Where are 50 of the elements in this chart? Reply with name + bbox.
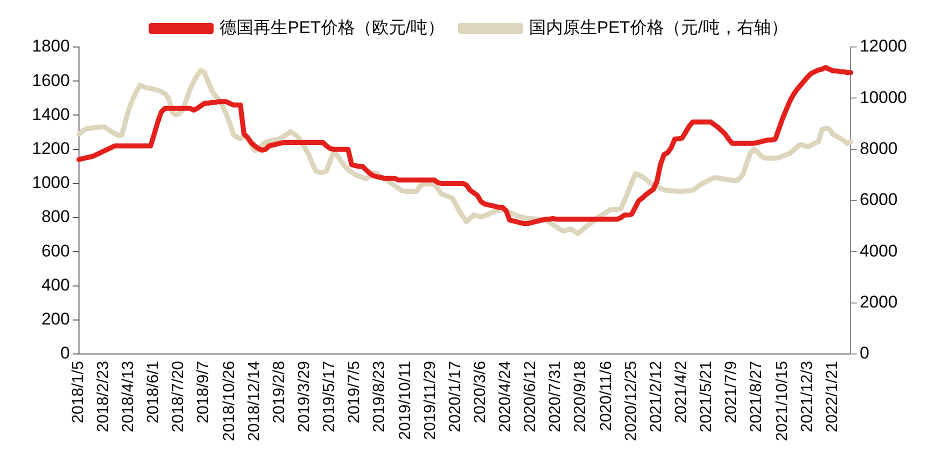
x-tick-label: 2020/1/17 (446, 361, 465, 432)
y-tick-label: 0 (60, 344, 70, 363)
x-tick-label: 2021/2/12 (648, 361, 666, 432)
y2-tick-label: 2000 (860, 292, 898, 312)
x-tick-label: 2020/6/12 (522, 361, 540, 432)
y2-tick-label: 6000 (860, 190, 898, 210)
y-tick-label: 1000 (32, 173, 70, 192)
x-tick-label: 2019/8/23 (371, 361, 390, 432)
y-tick-label: 1800 (32, 36, 70, 56)
y-tick-label: 1200 (32, 139, 70, 158)
x-tick-label: 2021/7/9 (723, 361, 742, 424)
x-tick-label: 2018/10/26 (220, 361, 239, 442)
y-tick-label: 400 (41, 275, 70, 294)
x-tick-label: 2021/4/2 (672, 361, 691, 424)
y-tick-label: 600 (41, 241, 70, 260)
y-tick-label: 200 (41, 310, 70, 329)
x-tick-label: 2021/10/15 (774, 361, 792, 442)
y2-tick-label: 4000 (860, 241, 898, 260)
legend-label: 德国再生PET价格（欧元/吨） (220, 18, 445, 38)
x-tick-label: 2019/2/8 (270, 361, 289, 424)
x-tick-label: 2019/11/29 (422, 361, 440, 440)
x-tick-label: 2018/7/20 (170, 361, 188, 432)
x-tick-label: 2020/4/24 (497, 361, 516, 432)
x-tick-label: 2019/7/5 (346, 361, 364, 424)
x-tick-label: 2022/1/21 (824, 361, 842, 432)
x-tick-label: 2021/5/21 (698, 361, 716, 432)
x-tick-label: 2021/12/3 (798, 361, 817, 432)
x-tick-label: 2020/7/31 (547, 361, 566, 432)
x-tick-label: 2019/10/11 (396, 361, 415, 440)
y2-tick-label: 10000 (860, 88, 908, 107)
y2-tick-label: 12000 (860, 36, 908, 56)
x-tick-label: 2018/12/14 (246, 361, 264, 442)
x-tick-label: 2018/2/23 (94, 361, 113, 432)
x-tick-label: 2020/9/18 (572, 361, 590, 432)
x-tick-label: 2018/9/7 (195, 361, 214, 424)
x-tick-label: 2020/12/25 (622, 361, 641, 442)
y2-tick-label: 0 (860, 344, 870, 363)
y-tick-label: 1600 (32, 70, 70, 90)
x-tick-label: 2020/11/6 (598, 361, 616, 431)
x-tick-label: 2021/8/27 (748, 361, 766, 432)
x-tick-label: 2019/5/17 (321, 361, 340, 432)
x-tick-label: 2018/1/5 (70, 361, 88, 424)
x-tick-label: 2019/3/29 (296, 361, 314, 432)
y-tick-label: 800 (41, 207, 70, 226)
y2-tick-label: 8000 (860, 139, 898, 158)
x-tick-label: 2018/4/13 (120, 361, 138, 432)
x-tick-label: 2020/3/6 (472, 361, 490, 424)
y-tick-label: 1400 (32, 104, 70, 124)
legend-label: 国内原生PET价格（元/吨，右轴） (529, 18, 788, 38)
x-tick-label: 2018/6/1 (145, 361, 164, 424)
